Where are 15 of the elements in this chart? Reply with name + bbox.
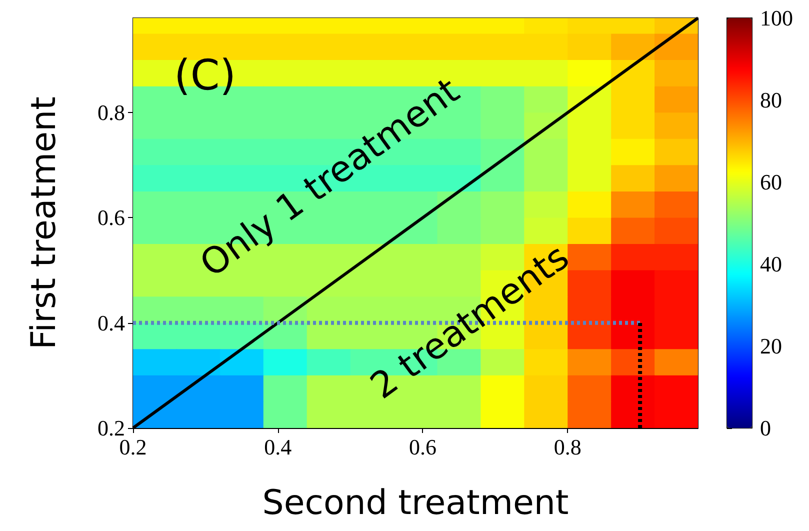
annotation: (C) bbox=[174, 50, 236, 100]
y-axis-title: First treatment bbox=[24, 96, 64, 350]
x-tick-label: 0.4 bbox=[264, 434, 292, 460]
color-bar-label: 0 bbox=[760, 416, 771, 440]
color-bar-label: 100 bbox=[760, 6, 793, 30]
color-bar-label: 80 bbox=[760, 88, 782, 112]
x-tick-label: 0.6 bbox=[408, 434, 436, 460]
y-tick-label: 0.8 bbox=[98, 100, 125, 126]
x-tick-label: 0.8 bbox=[554, 434, 582, 460]
color-bar-label: 20 bbox=[760, 334, 782, 358]
x-axis-title: Second treatment bbox=[262, 483, 569, 523]
color-bar-label: 60 bbox=[760, 170, 782, 194]
color-bar-label: 40 bbox=[760, 252, 782, 276]
y-tick-label: 0.4 bbox=[98, 310, 125, 336]
y-tick-label: 0.6 bbox=[98, 205, 125, 230]
